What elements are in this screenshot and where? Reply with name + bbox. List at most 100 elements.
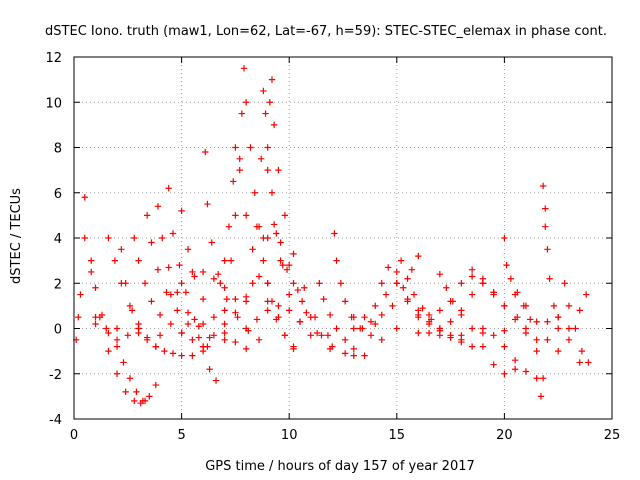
data-point [542,205,549,212]
data-point [410,291,418,298]
data-point [522,368,530,375]
data-point [561,280,568,287]
data-point [199,295,207,303]
data-point [273,316,280,323]
data-point [152,381,159,389]
data-series-11 [167,268,239,303]
data-series-23 [350,264,433,332]
data-point [88,257,95,264]
data-series-22 [331,230,385,344]
x-tick-label: 5 [177,428,185,443]
data-point [425,329,433,337]
data-point [113,343,121,350]
data-point [135,257,142,264]
data-point [490,332,497,339]
data-point [189,336,196,344]
data-point [331,230,338,237]
data-point [501,327,508,334]
data-point [449,298,456,305]
data-point [290,343,297,350]
data-point [576,307,583,314]
data-point [533,318,540,325]
data-point [253,223,261,230]
data-point [350,352,357,359]
data-point [146,393,153,400]
data-point [178,329,185,337]
data-series-7 [154,203,213,341]
data-point [443,284,450,291]
data-point [425,318,433,325]
data-point [232,309,239,316]
data-point [533,347,540,355]
data-point [307,313,314,321]
data-point [178,280,185,287]
data-point [174,289,181,296]
plot-frame [73,56,613,420]
data-series-4 [118,246,185,359]
data-point [234,313,241,321]
data-point [539,375,547,382]
data-point [555,313,562,321]
data-point [111,257,119,264]
data-point [270,221,278,228]
data-point [350,313,357,321]
data-point [572,325,579,332]
data-point [318,332,325,339]
data-point [275,302,282,310]
data-point [283,266,291,273]
data-series-34 [539,182,562,332]
data-point [264,307,271,314]
data-point [458,338,465,346]
data-point [225,223,233,230]
data-point [232,212,239,219]
data-point [210,332,218,339]
data-point [118,246,125,253]
data-point [255,336,263,344]
chart-title: dSTEC Iono. truth (maw1, Lon=62, Lat=-67… [45,24,607,39]
data-point [415,313,422,321]
data-point [75,313,82,321]
data-point [184,309,192,316]
data-point [242,345,250,353]
data-series-18 [264,221,334,353]
x-tick-label: 20 [496,428,513,443]
data-point [582,291,590,298]
data-point [264,280,271,287]
data-point [163,289,170,296]
data-point [367,332,375,339]
data-point [232,338,239,346]
data-point [400,284,407,291]
data-point [169,230,177,237]
data-point [468,343,476,350]
data-point [533,336,540,344]
data-point [415,329,422,337]
y-tick-label: 4 [54,232,62,247]
data-point [264,144,271,151]
data-point [182,289,190,296]
data-point [262,110,269,117]
data-point [204,200,211,208]
data-point [341,336,349,344]
data-point [184,246,192,253]
data-point [124,332,131,339]
data-series-37 [555,280,592,366]
data-point [191,316,198,323]
grid-layer [74,57,612,419]
data-point [242,212,250,219]
data-point [223,295,230,303]
data-point [522,302,530,310]
y-tick-label: 10 [45,96,62,111]
data-point [537,393,545,400]
data-point [131,234,138,242]
data-point [419,304,426,312]
data-point [514,313,521,321]
data-point [156,332,164,339]
data-point [324,332,332,339]
data-point [264,298,271,305]
data-point [533,375,540,382]
data-point [333,257,340,264]
data-point [143,212,151,219]
data-point [169,350,177,357]
data-point [242,99,250,106]
